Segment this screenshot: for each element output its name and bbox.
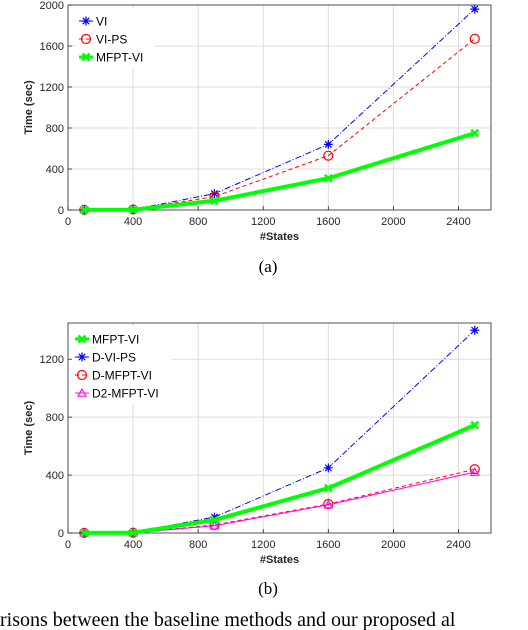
- y-axis-label: Time (sec): [23, 80, 35, 135]
- data-point: [469, 464, 480, 475]
- data-point: [209, 520, 220, 530]
- legend-marker: [77, 334, 87, 344]
- legend-label: D-VI-PS: [92, 351, 136, 365]
- data-point: [323, 463, 333, 473]
- chart-a-caption: (a): [259, 257, 278, 276]
- y-tick-label: 1200: [40, 82, 64, 94]
- x-tick-label: 1200: [251, 216, 275, 228]
- legend: VI VI-PS MFPT-VI: [76, 8, 154, 68]
- data-point: [470, 420, 480, 430]
- x-tick-label: 0: [65, 539, 71, 551]
- x-tick-label: 2400: [446, 216, 470, 228]
- y-tick-label: 1200: [40, 354, 64, 366]
- legend-marker: [81, 16, 91, 26]
- data-point: [79, 528, 89, 538]
- series-line: [84, 468, 475, 534]
- chart-a: 0 400 800 1200 1600 2000 2400 0 400 800 1200 1600 20…: [23, 0, 492, 243]
- y-tick-label: 800: [46, 412, 64, 424]
- data-point: [323, 173, 333, 183]
- x-axis-label: #States: [260, 231, 299, 243]
- legend-label: D-MFPT-VI: [92, 369, 152, 383]
- legend: MFPT-VI D-VI-PS D-MFPT-VI D2-MFPT-VI: [72, 326, 172, 404]
- data-point: [323, 139, 333, 149]
- legend-marker: [80, 33, 92, 45]
- y-tick-label: 400: [46, 470, 64, 482]
- legend-label: VI-PS: [96, 33, 127, 47]
- legend-entry: MFPT-VI: [75, 333, 139, 347]
- data-point: [210, 196, 219, 206]
- y-tick-label: 400: [46, 164, 64, 176]
- data-point: [128, 528, 138, 538]
- caption-fragment: risons between the baseline methods and …: [0, 609, 456, 630]
- data-point: [210, 515, 219, 525]
- x-tick-label: 400: [124, 539, 142, 551]
- data-point: [323, 483, 333, 493]
- legend-entry: D-VI-PS: [75, 351, 136, 365]
- legend-marker: [81, 52, 91, 62]
- chart-b: 0 400 800 1200 1600 2000 2400 0 400 800 1200 #State…: [23, 322, 492, 566]
- data-point: [209, 189, 219, 199]
- legend-entry: MFPT-VI: [79, 51, 143, 65]
- series-line: [84, 329, 476, 534]
- legend-label: D2-MFPT-VI: [92, 387, 159, 401]
- x-tick-label: 2400: [446, 539, 470, 551]
- data-point: [323, 150, 334, 161]
- data-point: [470, 325, 480, 335]
- data-point: [79, 205, 89, 215]
- legend-label: VI: [96, 15, 107, 29]
- legend-entry: VI: [79, 15, 107, 29]
- data-point: [470, 128, 480, 138]
- legend-marker: [77, 352, 87, 362]
- legend-entry: D2-MFPT-VI: [75, 387, 159, 401]
- data-point: [323, 499, 334, 509]
- y-tick-label: 800: [46, 123, 64, 135]
- x-tick-label: 2000: [381, 539, 405, 551]
- y-tick-label: 1600: [40, 41, 64, 53]
- y-tick-label: 2000: [40, 0, 64, 12]
- chart-b-caption: (b): [258, 579, 278, 598]
- series-line: [84, 8, 476, 211]
- series-mfpt-vi: [79, 128, 480, 215]
- y-axis-label: Time (sec): [23, 401, 35, 456]
- legend-entry: D-MFPT-VI: [75, 369, 152, 383]
- axes-box: [67, 4, 492, 211]
- x-tick-label: 2000: [381, 216, 405, 228]
- data-point: [209, 512, 219, 522]
- x-tick-label: 400: [124, 216, 142, 228]
- data-point: [470, 4, 480, 14]
- x-tick-label: 800: [189, 216, 207, 228]
- x-axis-label: #States: [260, 554, 299, 566]
- legend-label: MFPT-VI: [96, 51, 143, 65]
- x-tick-label: 0: [65, 216, 71, 228]
- legend-entry: VI-PS: [79, 33, 127, 47]
- legend-marker: [77, 387, 87, 397]
- legend-marker: [76, 369, 88, 381]
- legend-label: MFPT-VI: [92, 333, 139, 347]
- x-tick-label: 1600: [316, 216, 340, 228]
- data-point: [128, 205, 138, 215]
- data-point: [469, 33, 480, 44]
- data-point: [469, 467, 480, 476]
- series-mfpt-vi: [79, 420, 480, 538]
- y-tick-label: 0: [58, 205, 64, 217]
- x-tick-label: 800: [189, 539, 207, 551]
- axes-box: [67, 322, 492, 534]
- x-tick-label: 1200: [251, 539, 275, 551]
- x-tick-label: 1600: [316, 539, 340, 551]
- y-tick-label: 0: [58, 528, 64, 540]
